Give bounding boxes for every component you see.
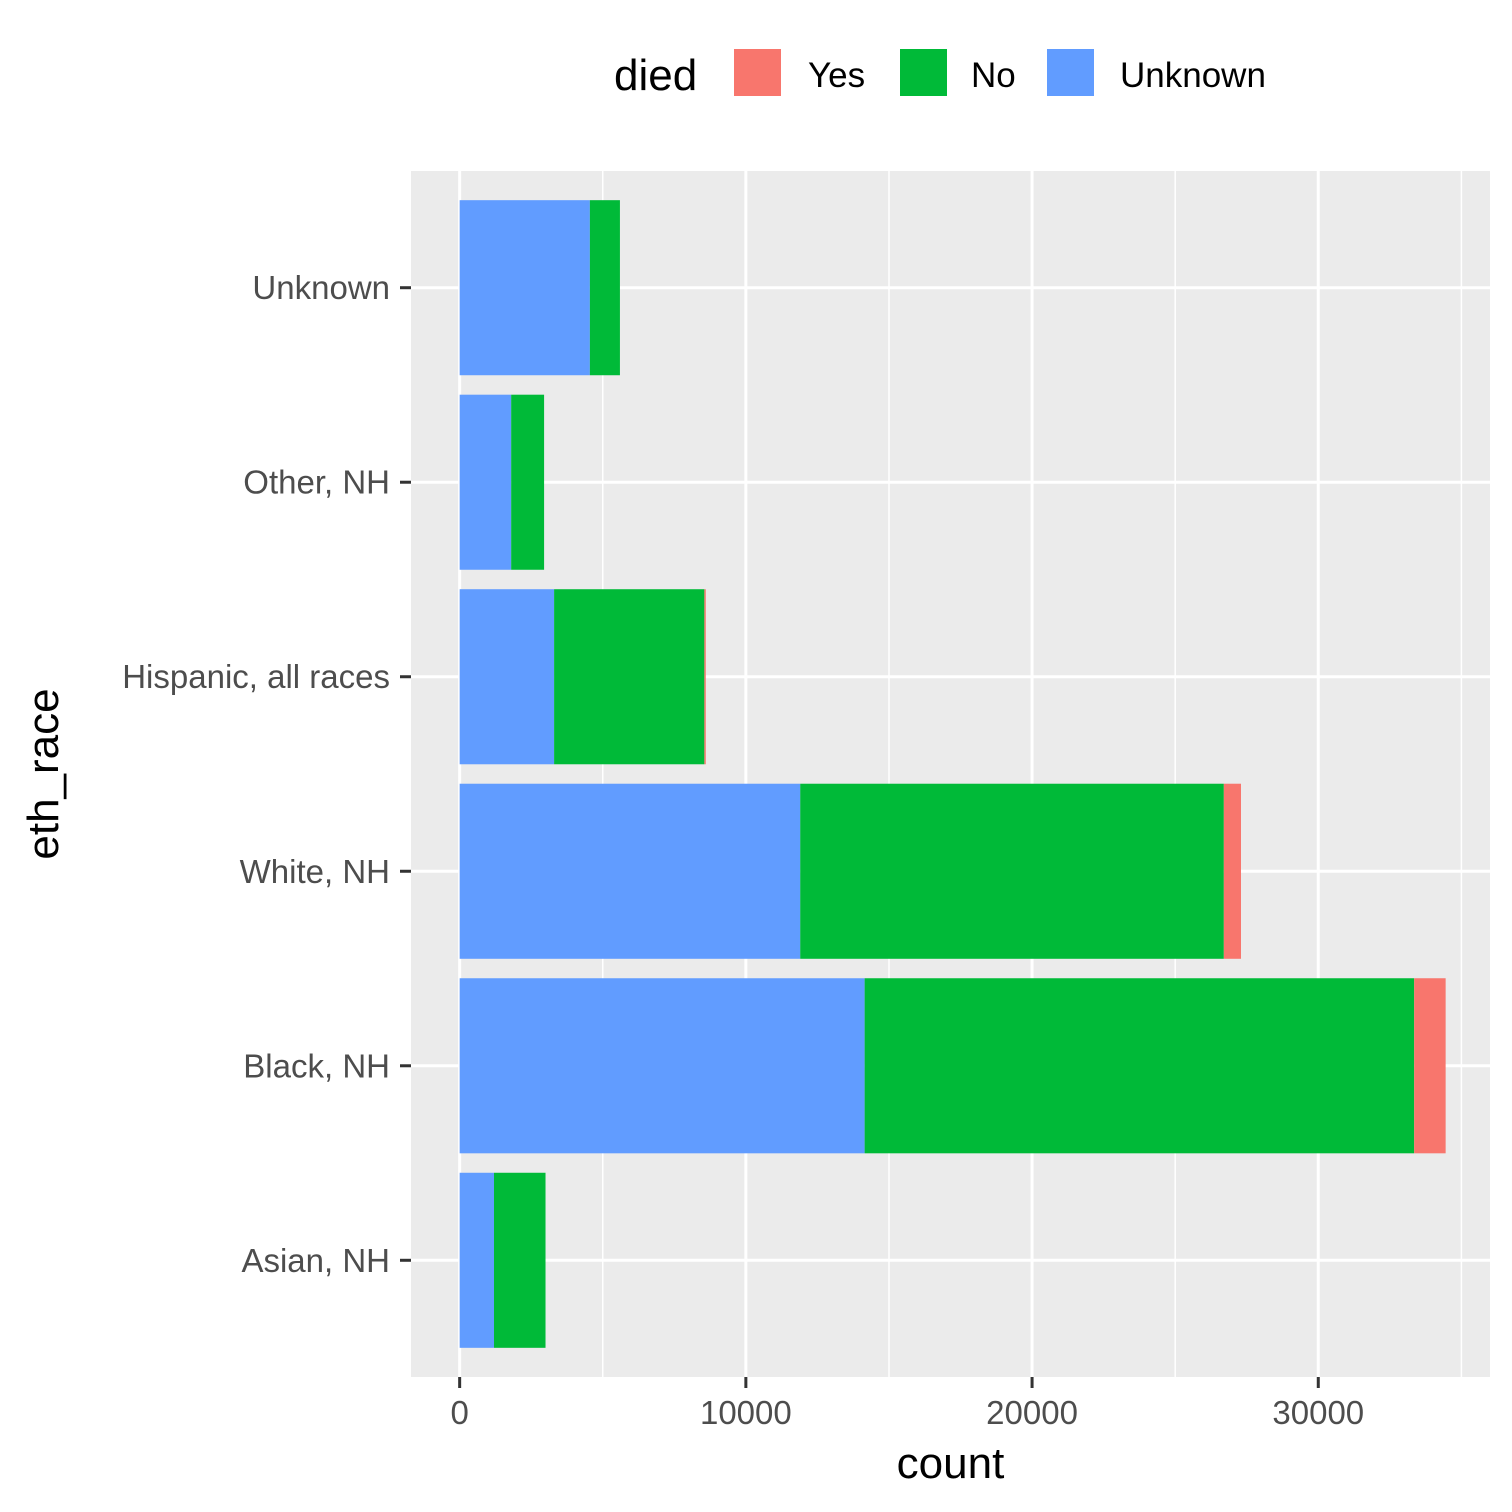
x-axis: 0 10000 20000 30000 (450, 1377, 1364, 1431)
legend-label-no: No (971, 56, 1016, 95)
bar-unknown-unknown (459, 200, 590, 376)
x-tick-label: 10000 (700, 1394, 792, 1431)
bar-asian-nh-unknown (459, 1172, 494, 1348)
bar-other-nh-no (511, 394, 545, 570)
legend-label-yes: Yes (808, 56, 865, 95)
x-tick-label: 20000 (986, 1394, 1078, 1431)
y-tick-label: White, NH (240, 853, 390, 890)
bar-other-nh-unknown (459, 394, 512, 570)
legend: died Yes No Unknown (614, 49, 1266, 100)
y-axis: Asian, NH Black, NH White, NH Hispanic, all… (122, 269, 411, 1279)
bar-asian-nh-no (494, 1172, 546, 1348)
bar-white-nh-unknown (459, 783, 801, 959)
bar-white-nh-yes (1223, 783, 1241, 959)
legend-label-unknown: Unknown (1120, 56, 1266, 95)
bar-black-nh-yes (1414, 978, 1446, 1154)
bar-black-nh-no (864, 978, 1415, 1154)
bar-hispanic-all-races-no (554, 589, 705, 765)
y-tick-label: Unknown (252, 269, 390, 306)
legend-key-no (900, 49, 947, 96)
x-tick-label: 30000 (1272, 1394, 1364, 1431)
x-tick-label: 0 (450, 1394, 468, 1431)
bar-hispanic-all-races-yes (704, 589, 706, 765)
x-axis-title: count (897, 1439, 1005, 1488)
legend-key-unknown (1047, 49, 1094, 96)
bar-white-nh-no (800, 783, 1224, 959)
bar-black-nh-unknown (459, 978, 865, 1154)
bar-unknown-no (589, 200, 620, 376)
legend-title: died (614, 51, 697, 100)
bars (459, 200, 1446, 1348)
bar-hispanic-all-races-unknown (459, 589, 555, 765)
y-tick-label: Hispanic, all races (122, 658, 390, 695)
y-tick-label: Black, NH (243, 1047, 390, 1084)
legend-key-yes (734, 49, 781, 96)
y-axis-title: eth_race (19, 688, 68, 859)
y-tick-label: Asian, NH (241, 1242, 390, 1279)
y-tick-label: Other, NH (243, 464, 390, 501)
